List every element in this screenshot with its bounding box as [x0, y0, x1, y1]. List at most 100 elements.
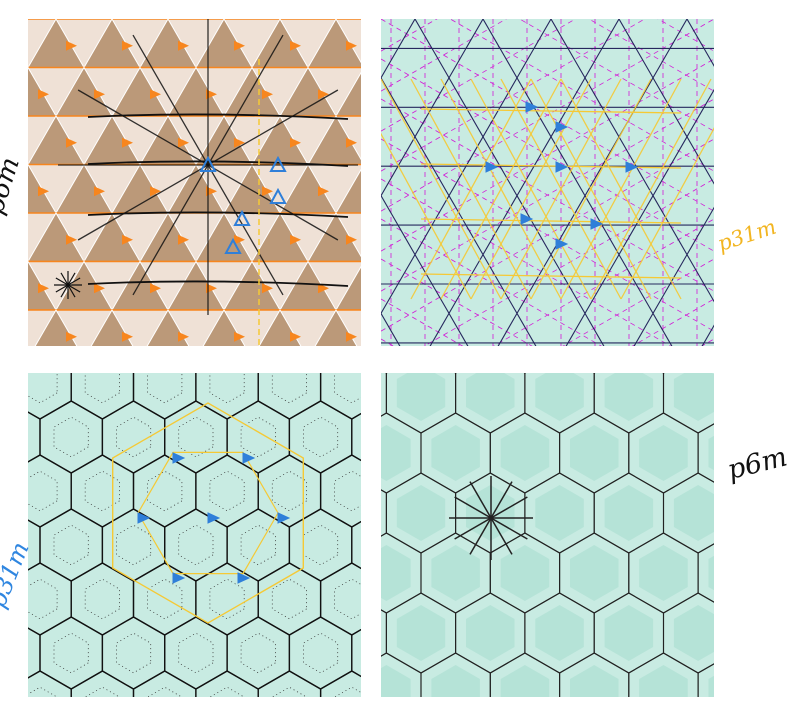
sketch-horizontal: [87, 211, 349, 218]
glide-line: [493, 218, 714, 346]
arrow-marker: [290, 234, 301, 245]
lattice-hexagon: [381, 342, 401, 346]
p6m-triangle-tiling-panel: [28, 19, 361, 346]
yellow-sketch-frame: [111, 402, 304, 624]
shaded-hexagon: [535, 485, 584, 541]
sketch-horizontal: [87, 113, 349, 120]
arrow-marker: [206, 283, 217, 294]
blue-rotation-mark: [207, 512, 221, 524]
arrow-marker: [234, 331, 245, 342]
shaded-hexagon: [570, 425, 619, 481]
arrow-marker: [94, 283, 105, 294]
blue-rotation-mark: [520, 213, 534, 225]
weave-hexagon: [319, 670, 361, 697]
shaded-hexagon: [535, 605, 584, 661]
arrow-marker: [38, 186, 49, 197]
blue-rotation-mark: [242, 452, 256, 464]
blue-rotation-mark: [485, 161, 499, 173]
blue-rotation-mark: [555, 238, 569, 250]
blue-rotation-mark: [269, 187, 287, 204]
yellow-sketch-line: [420, 273, 682, 279]
shaded-hexagon: [570, 665, 619, 697]
arrow-marker: [346, 137, 357, 148]
shaded-hexagon: [639, 425, 688, 481]
blue-rotation-mark: [625, 161, 639, 173]
p31m-lattice-panel: [381, 19, 714, 346]
blue-rotation-mark: [590, 218, 604, 230]
rotation-star: [454, 496, 528, 540]
tiling-hexagon: [697, 423, 714, 483]
shaded-hexagon: [396, 373, 446, 421]
shaded-hexagon: [431, 665, 480, 697]
glide-line: [381, 19, 507, 92]
blue-rotation-mark: [224, 237, 242, 254]
shaded-hexagon: [673, 373, 714, 421]
arrow-marker: [234, 137, 245, 148]
blue-rotation-mark: [555, 121, 569, 133]
mirror-line: [77, 89, 339, 241]
arrow-marker: [234, 234, 245, 245]
arrow-marker: [206, 186, 217, 197]
arrow-marker: [346, 40, 357, 51]
triangle-tiling-figure: [28, 19, 361, 346]
hexagon-weave-figure: [28, 373, 361, 697]
shaded-hexagon: [673, 605, 714, 661]
shaded-hexagon: [639, 545, 688, 601]
blue-rotation-mark: [237, 572, 251, 584]
shaded-hexagon: [604, 373, 654, 421]
arrow-marker: [94, 186, 105, 197]
weave-hexagon: [351, 628, 361, 678]
arrow-marker: [290, 331, 301, 342]
blue-rotation-mark: [172, 572, 186, 584]
dark-triangle: [335, 168, 361, 214]
p6m-hexagon-tiling-panel: [381, 373, 714, 697]
shaded-hexagon: [708, 555, 714, 591]
sketch-horizontal: [87, 280, 349, 287]
arrow-marker: [66, 234, 77, 245]
yellow-sketch-line: [590, 78, 712, 300]
arrow-marker: [262, 283, 273, 294]
yellow-sketch-line: [420, 218, 682, 224]
shaded-hexagon: [570, 545, 619, 601]
lattice-hexagon: [565, 342, 605, 346]
yellow-sketch-line: [500, 78, 622, 300]
yellow-sketch-line: [440, 78, 562, 300]
yellow-sketch-line: [420, 108, 682, 114]
symmetry-label-bottom-right: p6m: [724, 441, 791, 486]
blue-rotation-mark: [277, 512, 291, 524]
p31m-hexagon-weave-panel: [28, 373, 361, 697]
yellow-sketch-line: [410, 78, 532, 300]
arrow-marker: [150, 186, 161, 197]
shaded-hexagon: [466, 373, 515, 421]
lattice-hexagon: [686, 106, 714, 167]
blue-rotation-mark: [525, 101, 539, 113]
weave-hexagon: [351, 412, 361, 462]
shaded-hexagon: [431, 545, 480, 601]
arrow-marker: [150, 283, 161, 294]
lattice-hexagon: [686, 224, 714, 285]
shaded-hexagon: [500, 425, 550, 481]
arrow-marker: [178, 234, 189, 245]
blue-rotation-mark: [233, 209, 251, 226]
shaded-hexagon: [708, 435, 714, 471]
lattice-hexagon: [497, 342, 537, 346]
arrow-marker: [318, 89, 329, 100]
blue-rotation-mark: [172, 452, 186, 464]
glide-line: [381, 19, 714, 212]
arrow-marker: [66, 331, 77, 342]
arrow-marker: [346, 331, 357, 342]
yellow-sketch-line: [420, 163, 682, 169]
arrow-marker: [206, 89, 217, 100]
arrow-marker: [38, 89, 49, 100]
glide-line: [381, 19, 646, 172]
blue-rotation-mark: [555, 161, 569, 173]
shaded-hexagon: [466, 605, 515, 661]
symmetry-label-top-right: p31m: [714, 214, 780, 256]
hexagon-tiling-figure: [381, 373, 714, 697]
arrow-marker: [262, 89, 273, 100]
arrow-marker: [122, 137, 133, 148]
glide-line: [381, 98, 714, 292]
shaded-hexagon: [396, 605, 446, 661]
shaded-hexagon: [381, 665, 411, 697]
shaded-hexagon: [431, 425, 480, 481]
